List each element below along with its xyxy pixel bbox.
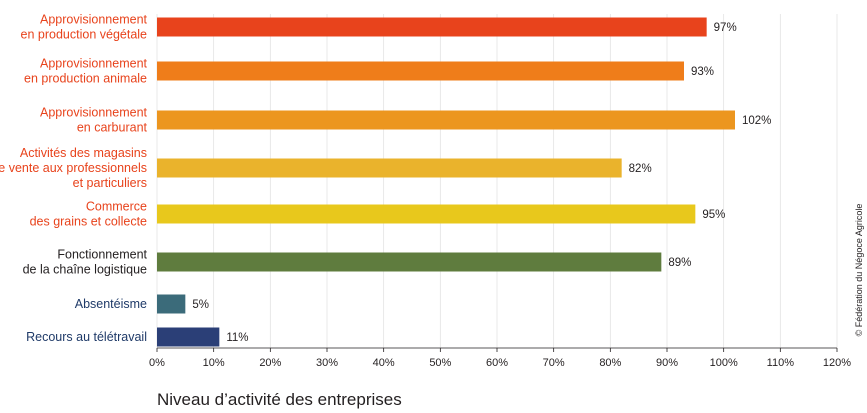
category-label: Commerce des grains et collecte xyxy=(30,200,147,229)
x-tick-label: 30% xyxy=(316,357,338,369)
x-tick-label: 110% xyxy=(767,357,795,369)
x-axis-ticks: 0% 10% 20% 30% 40% 50% 60% 70% 80% 90% 100% 110% 120… xyxy=(149,348,851,369)
x-tick-label: 70% xyxy=(543,357,565,369)
x-tick-label: 10% xyxy=(203,357,225,369)
value-label: 89% xyxy=(668,257,691,269)
bar xyxy=(157,61,684,81)
x-tick-label: 100% xyxy=(710,357,738,369)
bar xyxy=(157,252,662,272)
copyright-note: © Fédération du Négoce Agricole xyxy=(854,204,864,337)
value-label: 82% xyxy=(629,163,652,175)
x-axis-title: Niveau d’activité des entreprises xyxy=(157,390,402,409)
x-tick-label: 40% xyxy=(373,357,395,369)
category-label: Fonctionnement de la chaîne logistique xyxy=(23,248,148,277)
x-tick-label: 120% xyxy=(823,357,851,369)
category-label: Approvisionnement en carburant xyxy=(40,106,148,135)
category-label: Recours au télétravail xyxy=(26,330,147,344)
category-label: Activités des magasins de vente aux profe… xyxy=(0,146,147,190)
bar xyxy=(157,17,707,37)
value-label: 97% xyxy=(714,22,737,34)
bars xyxy=(157,17,735,347)
x-tick-label: 20% xyxy=(259,357,281,369)
bar xyxy=(157,204,696,224)
bar xyxy=(157,294,186,314)
category-label: Approvisionnement en production animale xyxy=(24,57,148,86)
bar xyxy=(157,327,220,347)
bar xyxy=(157,110,735,130)
x-tick-label: 80% xyxy=(599,357,621,369)
bar xyxy=(157,158,622,178)
value-label: 93% xyxy=(691,66,714,78)
value-label: 102% xyxy=(742,115,771,127)
value-label: 95% xyxy=(702,209,725,221)
value-label: 11% xyxy=(226,332,248,344)
value-labels: 97% 93% 102% 82% 95% 89% 5% 11% xyxy=(192,22,771,344)
x-tick-label: 60% xyxy=(486,357,508,369)
category-label: Approvisionnement en production végétale xyxy=(21,13,148,42)
x-tick-label: 50% xyxy=(429,357,451,369)
value-label: 5% xyxy=(192,299,209,311)
x-tick-label: 0% xyxy=(149,357,165,369)
x-tick-label: 90% xyxy=(656,357,678,369)
category-labels: Approvisionnement en production végétale A… xyxy=(0,13,148,345)
category-label: Absentéisme xyxy=(75,297,147,311)
